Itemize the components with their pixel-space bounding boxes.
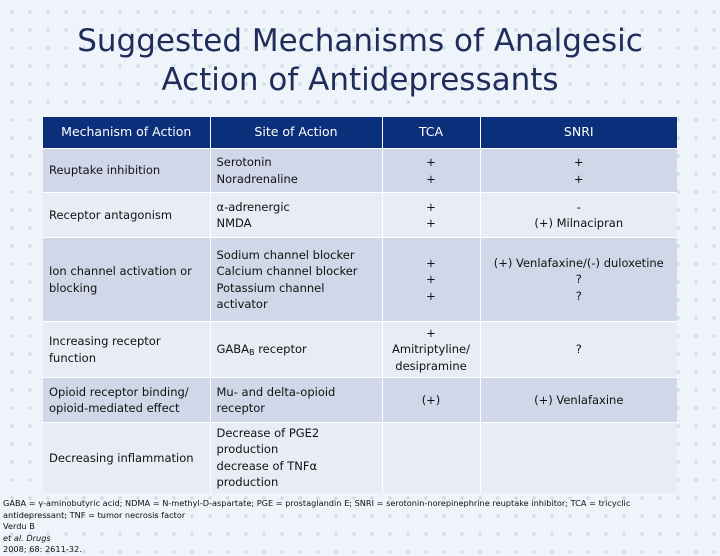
cell-line: - (576, 199, 581, 214)
cell-line: Receptor antagonism (49, 207, 173, 222)
cell-line: production (216, 442, 279, 457)
cell-line: + (426, 288, 436, 303)
reference-author: Verdu B (3, 521, 35, 531)
cell-tca: + + + (382, 237, 481, 322)
cell-line: Sodium channel blocker (216, 247, 355, 262)
cell-snri: (+) Venlafaxine (480, 377, 677, 423)
header-tca: TCA (382, 117, 481, 149)
footnote: GABA = γ-aminobutyric acid; NDMA = N-met… (3, 498, 717, 556)
table-row: Increasing receptor function GABAB recep… (43, 321, 677, 378)
cell-mechanism: Receptor antagonism (43, 192, 211, 238)
table-header-row: Mechanism of Action Site of Action TCA S… (43, 117, 677, 149)
cell-line: ? (575, 288, 582, 303)
cell-line: (+) (421, 392, 441, 407)
cell-line: ? (575, 342, 582, 357)
cell-line: Decrease of PGE2 (216, 425, 320, 440)
cell-line: (+) Milnacipran (534, 216, 624, 230)
table-row: Reuptake inhibition Serotonin Noradrenal… (43, 148, 677, 193)
cell-line: Ion channel activation or (49, 264, 192, 278)
reference-citation: 2008; 68: 2611-32. (3, 544, 82, 554)
gaba-label: GABA (216, 342, 250, 357)
cell-site: Mu- and delta-opioid receptor (210, 377, 383, 423)
cell-tca: + + (382, 192, 481, 238)
cell-site: GABAB receptor (210, 321, 383, 378)
cell-line: Increasing receptor (49, 334, 161, 348)
gaba-subscript: B (249, 348, 255, 358)
cell-line: Reuptake inhibition (49, 163, 161, 178)
cell-line: Mu- and delta-opioid (216, 384, 336, 399)
cell-line: function (49, 350, 96, 365)
cell-line: decrease of TNFα (216, 458, 318, 473)
cell-snri: ? (480, 321, 677, 378)
cell-snri: - (+) Milnacipran (480, 192, 677, 238)
cell-mechanism: Reuptake inhibition (43, 148, 211, 193)
cell-line: desipramine (395, 358, 467, 373)
cell-line: Opioid receptor binding/ (49, 384, 189, 399)
receptor-label: receptor (254, 342, 307, 357)
slide-title: Suggested Mechanisms of Analgesic Action… (0, 22, 720, 100)
table-row: Receptor antagonism α-adrenergic NMDA + … (43, 192, 677, 238)
header-snri: SNRI (480, 117, 677, 149)
slide-title-line-2: Action of Antidepressants (161, 62, 559, 98)
cell-tca: + + (382, 148, 481, 193)
cell-line: receptor (216, 401, 266, 415)
cell-line: blocking (49, 280, 98, 295)
cell-line: (+) Venlafaxine (534, 392, 624, 407)
cell-site: Sodium channel blocker Calcium channel b… (210, 237, 383, 322)
footnote-line-2: antidepressant; TNF = tumor necrosis fac… (3, 509, 186, 520)
cell-line: α-adrenergic (216, 199, 290, 214)
cell-snri: (+) Venlafaxine/(-) duloxetine ? ? (480, 237, 677, 322)
cell-site: α-adrenergic NMDA (210, 192, 383, 238)
cell-line: + (426, 325, 436, 340)
cell-line: + (573, 155, 584, 169)
cell-line: (+) Venlafaxine/(-) duloxetine (493, 255, 664, 270)
cell-site: Decrease of PGE2 production decrease of … (210, 422, 383, 493)
cell-line: + (426, 199, 436, 214)
table-row: Opioid receptor binding/ opioid-mediated… (43, 377, 677, 423)
cell-line: + (573, 171, 584, 186)
cell-line: Noradrenaline (216, 171, 298, 186)
cell-snri: + + (480, 148, 677, 193)
cell-snri (480, 422, 677, 493)
cell-site: Serotonin Noradrenaline (210, 148, 383, 193)
cell-line: Serotonin (216, 155, 272, 169)
cell-mechanism: Ion channel activation or blocking (43, 237, 211, 322)
table-row: Ion channel activation or blocking Sodiu… (43, 237, 677, 322)
cell-line: Potassium channel activator (216, 280, 325, 312)
header-site: Site of Action (210, 117, 383, 149)
reference: Verdu B et al. Drugs 2008; 68: 2611-32. (3, 521, 717, 556)
cell-line: + (426, 255, 436, 270)
cell-tca: (+) (382, 377, 481, 423)
header-mechanism: Mechanism of Action (43, 117, 211, 149)
table-row: Decreasing inflammation Decrease of PGE2… (43, 422, 677, 493)
cell-line: + (426, 155, 436, 169)
reference-etal: et al. Drugs (3, 532, 51, 543)
cell-mechanism: Increasing receptor function (43, 321, 211, 378)
cell-tca: + Amitriptyline/ desipramine (382, 321, 481, 378)
mechanisms-table: Mechanism of Action Site of Action TCA S… (43, 117, 677, 493)
cell-line: + (426, 171, 436, 186)
cell-mechanism: Decreasing inflammation (43, 422, 211, 493)
footnote-line-1: GABA = γ-aminobutyric acid; NDMA = N-met… (3, 498, 631, 508)
cell-mechanism: Opioid receptor binding/ opioid-mediated… (43, 377, 211, 423)
cell-line: production (216, 475, 279, 490)
cell-line: Calcium channel blocker (216, 264, 358, 278)
cell-line: opioid-mediated effect (49, 401, 180, 415)
cell-line: Decreasing inflammation (49, 450, 194, 465)
cell-line: + (426, 272, 436, 287)
cell-line: Amitriptyline/ (392, 342, 470, 357)
slide-title-line-1: Suggested Mechanisms of Analgesic (77, 23, 643, 59)
cell-line: NMDA (216, 216, 252, 230)
cell-line: + (426, 216, 436, 230)
cell-tca (382, 422, 481, 493)
cell-line: ? (575, 272, 582, 287)
